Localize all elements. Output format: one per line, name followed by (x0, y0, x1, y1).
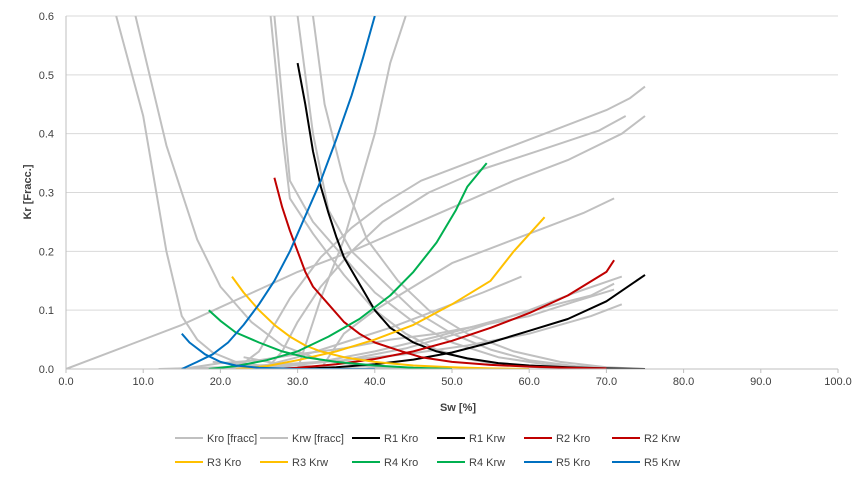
x-tick-label: 10.0 (132, 376, 153, 388)
x-tick-label: 80.0 (673, 376, 694, 388)
krw-background-line (181, 288, 615, 369)
x-tick-label: 70.0 (596, 376, 617, 388)
legend-item-r4-krw: R4 Krw (437, 457, 505, 469)
series-line-r3-krw (235, 216, 546, 369)
tick-labels: 0.0 10.0 20.0 30.0 40.0 50.0 60.0 70.0 80.0 90.0 1… (39, 11, 852, 388)
x-tick-label: 20.0 (210, 376, 231, 388)
series-line-r1-krw (297, 274, 646, 369)
x-tick-label: 40.0 (364, 376, 385, 388)
y-tick-label: 0.5 (39, 70, 54, 82)
legend-label: R1 Krw (469, 433, 505, 445)
legend-item-r2-kro: R2 Kro (524, 433, 590, 445)
y-tick-label: 0.3 (39, 188, 54, 200)
legend-label: R5 Kro (556, 457, 590, 469)
kro-background-line (312, 16, 646, 369)
series-line-r4-kro (208, 309, 453, 369)
legend-label: R5 Krw (644, 457, 680, 469)
legend-item-r2-krw: R2 Krw (612, 433, 680, 445)
x-tick-label: 50.0 (441, 376, 462, 388)
legend-label: R3 Krw (292, 457, 328, 469)
axes (65, 16, 839, 373)
x-axis-title: Sw [%] (440, 402, 476, 414)
legend-item-kro-fracc: Kro [fracc] (175, 433, 257, 445)
x-tick-label: 0.0 (58, 376, 73, 388)
legend-item-r3-kro: R3 Kro (175, 457, 241, 469)
krw-background-line (319, 197, 615, 369)
y-tick-label: 0.1 (39, 305, 54, 317)
legend-label: Krw [fracc] (292, 433, 344, 445)
legend-item-krw-fracc: Krw [fracc] (260, 433, 344, 445)
legend: Kro [fracc] Krw [fracc] R1 Kro R1 Krw R2 Kro… (175, 433, 680, 469)
y-axis-title: Kr [Fracc.] (22, 164, 34, 219)
y-tick-label: 0.6 (39, 11, 54, 23)
x-tick-label: 90.0 (750, 376, 771, 388)
legend-item-r3-krw: R3 Krw (260, 457, 328, 469)
x-tick-label: 100.0 (824, 376, 852, 388)
legend-label: R4 Krw (469, 457, 505, 469)
legend-label: R1 Kro (384, 433, 418, 445)
legend-item-r1-kro: R1 Kro (352, 433, 418, 445)
legend-label: R4 Kro (384, 457, 418, 469)
series-line-r5-krw (181, 16, 376, 369)
legend-item-r5-krw: R5 Krw (612, 457, 680, 469)
legend-label: R3 Kro (207, 457, 241, 469)
legend-label: R2 Krw (644, 433, 680, 445)
x-tick-label: 30.0 (287, 376, 308, 388)
series-curves (181, 16, 646, 369)
krw-background-line (235, 85, 646, 369)
x-tick-label: 60.0 (518, 376, 539, 388)
kro-background-line (296, 16, 622, 369)
series-line-r1-kro (296, 62, 646, 369)
y-tick-label: 0.0 (39, 364, 54, 376)
y-tick-label: 0.4 (39, 129, 54, 141)
series-line-r3-kro (231, 276, 530, 369)
series-line-r2-kro (273, 177, 607, 369)
grid-lines (66, 15, 838, 311)
kro-background-line (273, 16, 622, 369)
legend-item-r4-kro: R4 Kro (352, 457, 418, 469)
krw-background-line (265, 115, 627, 369)
krw-background-line (220, 275, 623, 369)
krw-background-line (296, 16, 407, 369)
y-tick-label: 0.2 (39, 246, 54, 258)
legend-label: Kro [fracc] (207, 433, 257, 445)
series-line-r2-krw (274, 259, 615, 369)
legend-item-r1-krw: R1 Krw (437, 433, 505, 445)
legend-label: R2 Kro (556, 433, 590, 445)
series-line-r4-krw (208, 162, 488, 369)
legend-item-r5-kro: R5 Kro (524, 457, 590, 469)
